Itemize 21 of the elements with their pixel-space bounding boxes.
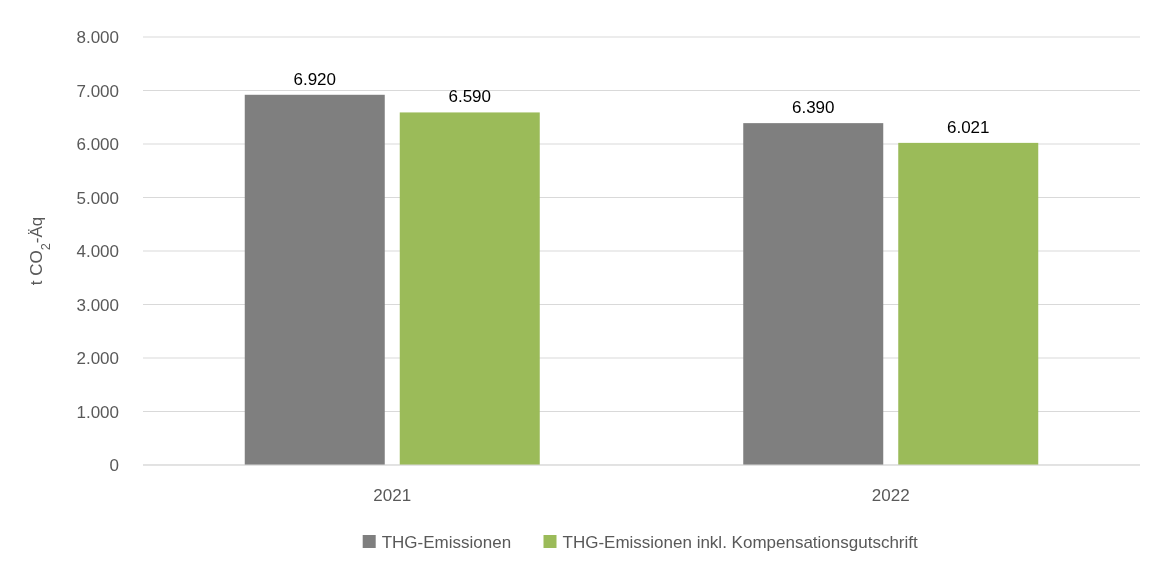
data-label: 6.390	[791, 98, 835, 118]
legend-label: THG-Emissionen	[381, 533, 512, 552]
bar	[399, 112, 540, 465]
y-tick-label: 5.000	[76, 188, 119, 208]
y-tick-label: 3.000	[76, 295, 119, 315]
bar	[743, 123, 884, 465]
x-tick-label: 2021	[373, 486, 412, 505]
x-tick-label: 2022	[871, 486, 910, 505]
bar	[244, 94, 385, 465]
y-tick-label: 0	[109, 456, 119, 475]
y-tick-label: 7.000	[76, 81, 119, 101]
y-tick-label: 8.000	[76, 28, 119, 47]
data-label: 6.021	[946, 117, 990, 137]
data-label: 6.590	[448, 87, 492, 107]
y-tick-label: 1.000	[76, 402, 119, 422]
y-tick-label: 2.000	[76, 349, 119, 368]
data-label: 6.920	[293, 69, 337, 89]
y-tick-label: 4.000	[76, 242, 119, 261]
y-tick-label: 6.000	[76, 135, 119, 154]
bar	[898, 142, 1039, 465]
legend-label: THG-Emissionen inkl. Kompensationsgutschrift	[562, 533, 919, 552]
